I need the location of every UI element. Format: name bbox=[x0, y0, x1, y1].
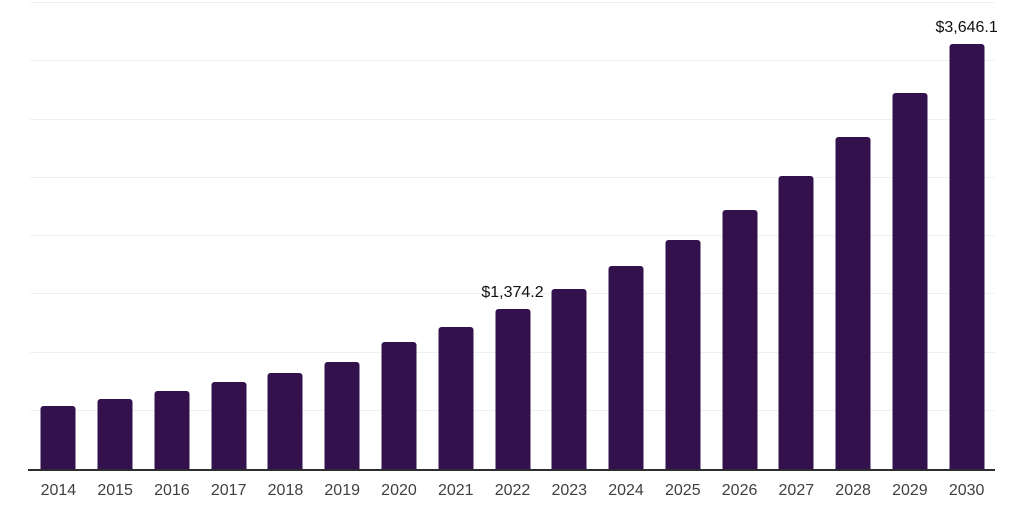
data-label-2030: $3,646.1 bbox=[935, 19, 998, 37]
bar-2015 bbox=[97, 399, 133, 469]
bar-2021 bbox=[438, 327, 474, 469]
bar-2022 bbox=[495, 308, 530, 469]
bar-column-2027 bbox=[768, 3, 825, 469]
bar-2020 bbox=[381, 342, 417, 469]
x-tick-label-2019: 2019 bbox=[324, 482, 360, 499]
bar-column-2025 bbox=[654, 3, 711, 469]
bar-2029 bbox=[892, 92, 928, 469]
bar-2019 bbox=[324, 361, 360, 469]
bar-column-2014 bbox=[30, 3, 87, 469]
bar-2027 bbox=[778, 175, 814, 469]
bar-column-2024 bbox=[598, 3, 655, 469]
x-tick-label-2018: 2018 bbox=[267, 482, 304, 499]
x-tick-label-2015: 2015 bbox=[97, 482, 133, 499]
bar-column-2030: $3,646.1 bbox=[935, 3, 998, 469]
bar-column-2020 bbox=[371, 3, 428, 469]
x-tick-label-2025: 2025 bbox=[665, 482, 701, 499]
bar-column-2016 bbox=[144, 3, 201, 469]
x-tick-label-2014: 2014 bbox=[40, 482, 77, 499]
x-axis-line bbox=[28, 469, 995, 471]
bar-2024 bbox=[608, 265, 644, 469]
bar-column-2017 bbox=[200, 3, 257, 469]
x-axis-labels: 2014 2015 2016 2017 2018 2019 2020 2021 2022 2023… bbox=[30, 482, 995, 500]
bar-2023 bbox=[551, 288, 587, 469]
bar-column-2021 bbox=[427, 3, 484, 469]
bar-column-2019 bbox=[314, 3, 371, 469]
x-tick-label-2027: 2027 bbox=[778, 482, 815, 499]
plot-area: $1,374.2 $3,646.1 bbox=[30, 2, 998, 469]
bar-column-2029 bbox=[881, 3, 938, 469]
bar-column-2015 bbox=[87, 3, 144, 469]
gridline-3500 bbox=[30, 60, 995, 62]
x-tick-label-2016: 2016 bbox=[154, 482, 190, 499]
gridline-4000 bbox=[30, 2, 995, 3]
gridline-1500 bbox=[30, 293, 995, 295]
bar-2025 bbox=[665, 239, 701, 469]
bar-2017 bbox=[211, 382, 247, 469]
bar-column-2023 bbox=[541, 3, 598, 469]
bar-2014 bbox=[40, 406, 76, 469]
bar-column-2028 bbox=[825, 3, 882, 469]
x-tick-label-2023: 2023 bbox=[551, 482, 588, 499]
x-tick-label-2017: 2017 bbox=[210, 482, 247, 499]
x-tick-label-2020: 2020 bbox=[381, 482, 417, 499]
bar-columns: $1,374.2 $3,646.1 bbox=[30, 3, 998, 469]
gridline-2500 bbox=[30, 176, 995, 178]
bar-2030 bbox=[949, 44, 985, 469]
bar-2026 bbox=[722, 209, 758, 469]
bar-2016 bbox=[154, 391, 190, 469]
gridline-3000 bbox=[30, 118, 995, 120]
x-tick-label-2024: 2024 bbox=[608, 482, 644, 499]
x-tick-label-2028: 2028 bbox=[835, 482, 871, 499]
x-tick-label-2030: 2030 bbox=[948, 482, 985, 499]
x-tick-label-2021: 2021 bbox=[437, 482, 474, 499]
gridline-2000 bbox=[30, 235, 995, 236]
bar-column-2018 bbox=[257, 3, 314, 469]
bar-column-2022: $1,374.2 bbox=[481, 3, 544, 469]
bar-2028 bbox=[835, 136, 871, 469]
x-tick-label-2026: 2026 bbox=[721, 482, 758, 499]
x-tick-label-2022: 2022 bbox=[494, 482, 531, 499]
bar-2018 bbox=[267, 372, 303, 469]
data-label-2022: $1,374.2 bbox=[481, 283, 544, 301]
x-tick-label-2029: 2029 bbox=[892, 482, 928, 499]
bar-column-2026 bbox=[711, 3, 768, 469]
